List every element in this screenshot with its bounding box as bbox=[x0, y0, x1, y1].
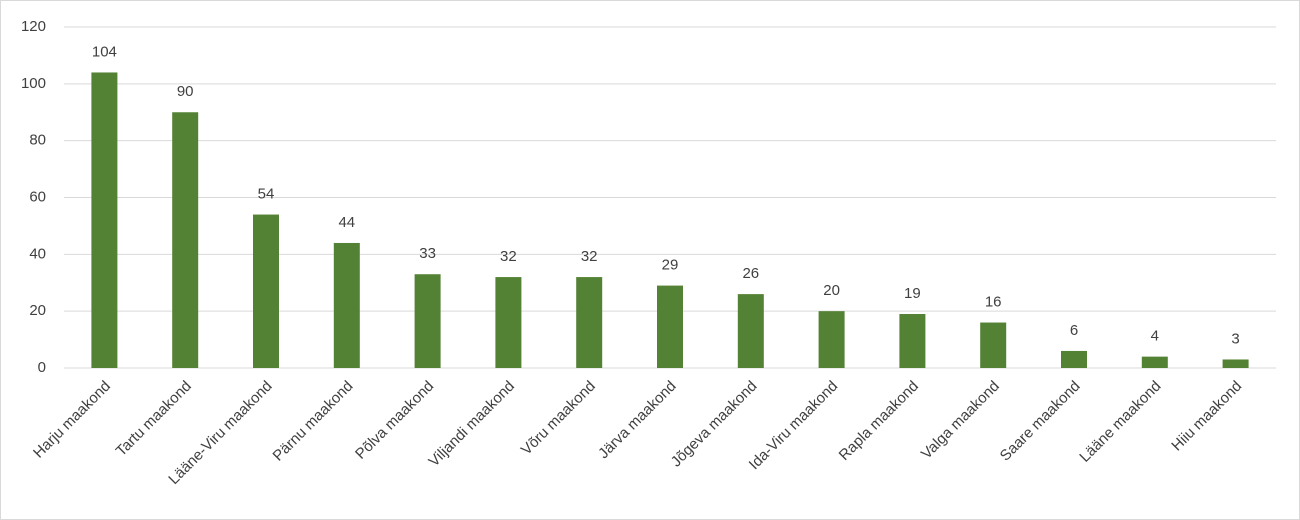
bar bbox=[91, 72, 118, 368]
bar bbox=[576, 277, 603, 368]
data-label: 16 bbox=[985, 294, 1002, 311]
y-tick-label: 120 bbox=[21, 18, 46, 35]
bar bbox=[172, 112, 199, 368]
bar bbox=[495, 277, 522, 368]
y-tick-label: 20 bbox=[29, 302, 46, 319]
data-label: 90 bbox=[177, 83, 194, 100]
bar bbox=[333, 242, 360, 368]
bar bbox=[980, 322, 1007, 368]
data-label: 33 bbox=[419, 245, 436, 262]
bar bbox=[1061, 350, 1087, 368]
data-label: 32 bbox=[581, 248, 598, 265]
bar bbox=[657, 285, 683, 368]
y-tick-label: 80 bbox=[29, 132, 46, 149]
bar bbox=[1141, 356, 1168, 368]
y-tick-label: 40 bbox=[29, 245, 46, 262]
data-label: 20 bbox=[823, 282, 840, 299]
data-label: 29 bbox=[662, 257, 679, 274]
y-tick-label: 0 bbox=[38, 359, 46, 376]
bar bbox=[737, 294, 764, 368]
y-tick-label: 100 bbox=[21, 75, 46, 92]
data-label: 44 bbox=[338, 214, 355, 231]
bar bbox=[899, 314, 926, 368]
data-label: 6 bbox=[1070, 322, 1078, 339]
data-label: 19 bbox=[904, 285, 921, 302]
data-label: 3 bbox=[1231, 330, 1239, 347]
bar bbox=[414, 274, 441, 368]
y-tick-label: 60 bbox=[29, 188, 46, 205]
bar bbox=[1222, 359, 1249, 368]
bar bbox=[818, 311, 845, 368]
data-label: 54 bbox=[258, 186, 275, 203]
data-label: 104 bbox=[92, 43, 117, 60]
data-label: 4 bbox=[1151, 328, 1159, 345]
data-label: 26 bbox=[742, 265, 759, 282]
data-label: 32 bbox=[500, 248, 517, 265]
bar bbox=[253, 214, 279, 368]
